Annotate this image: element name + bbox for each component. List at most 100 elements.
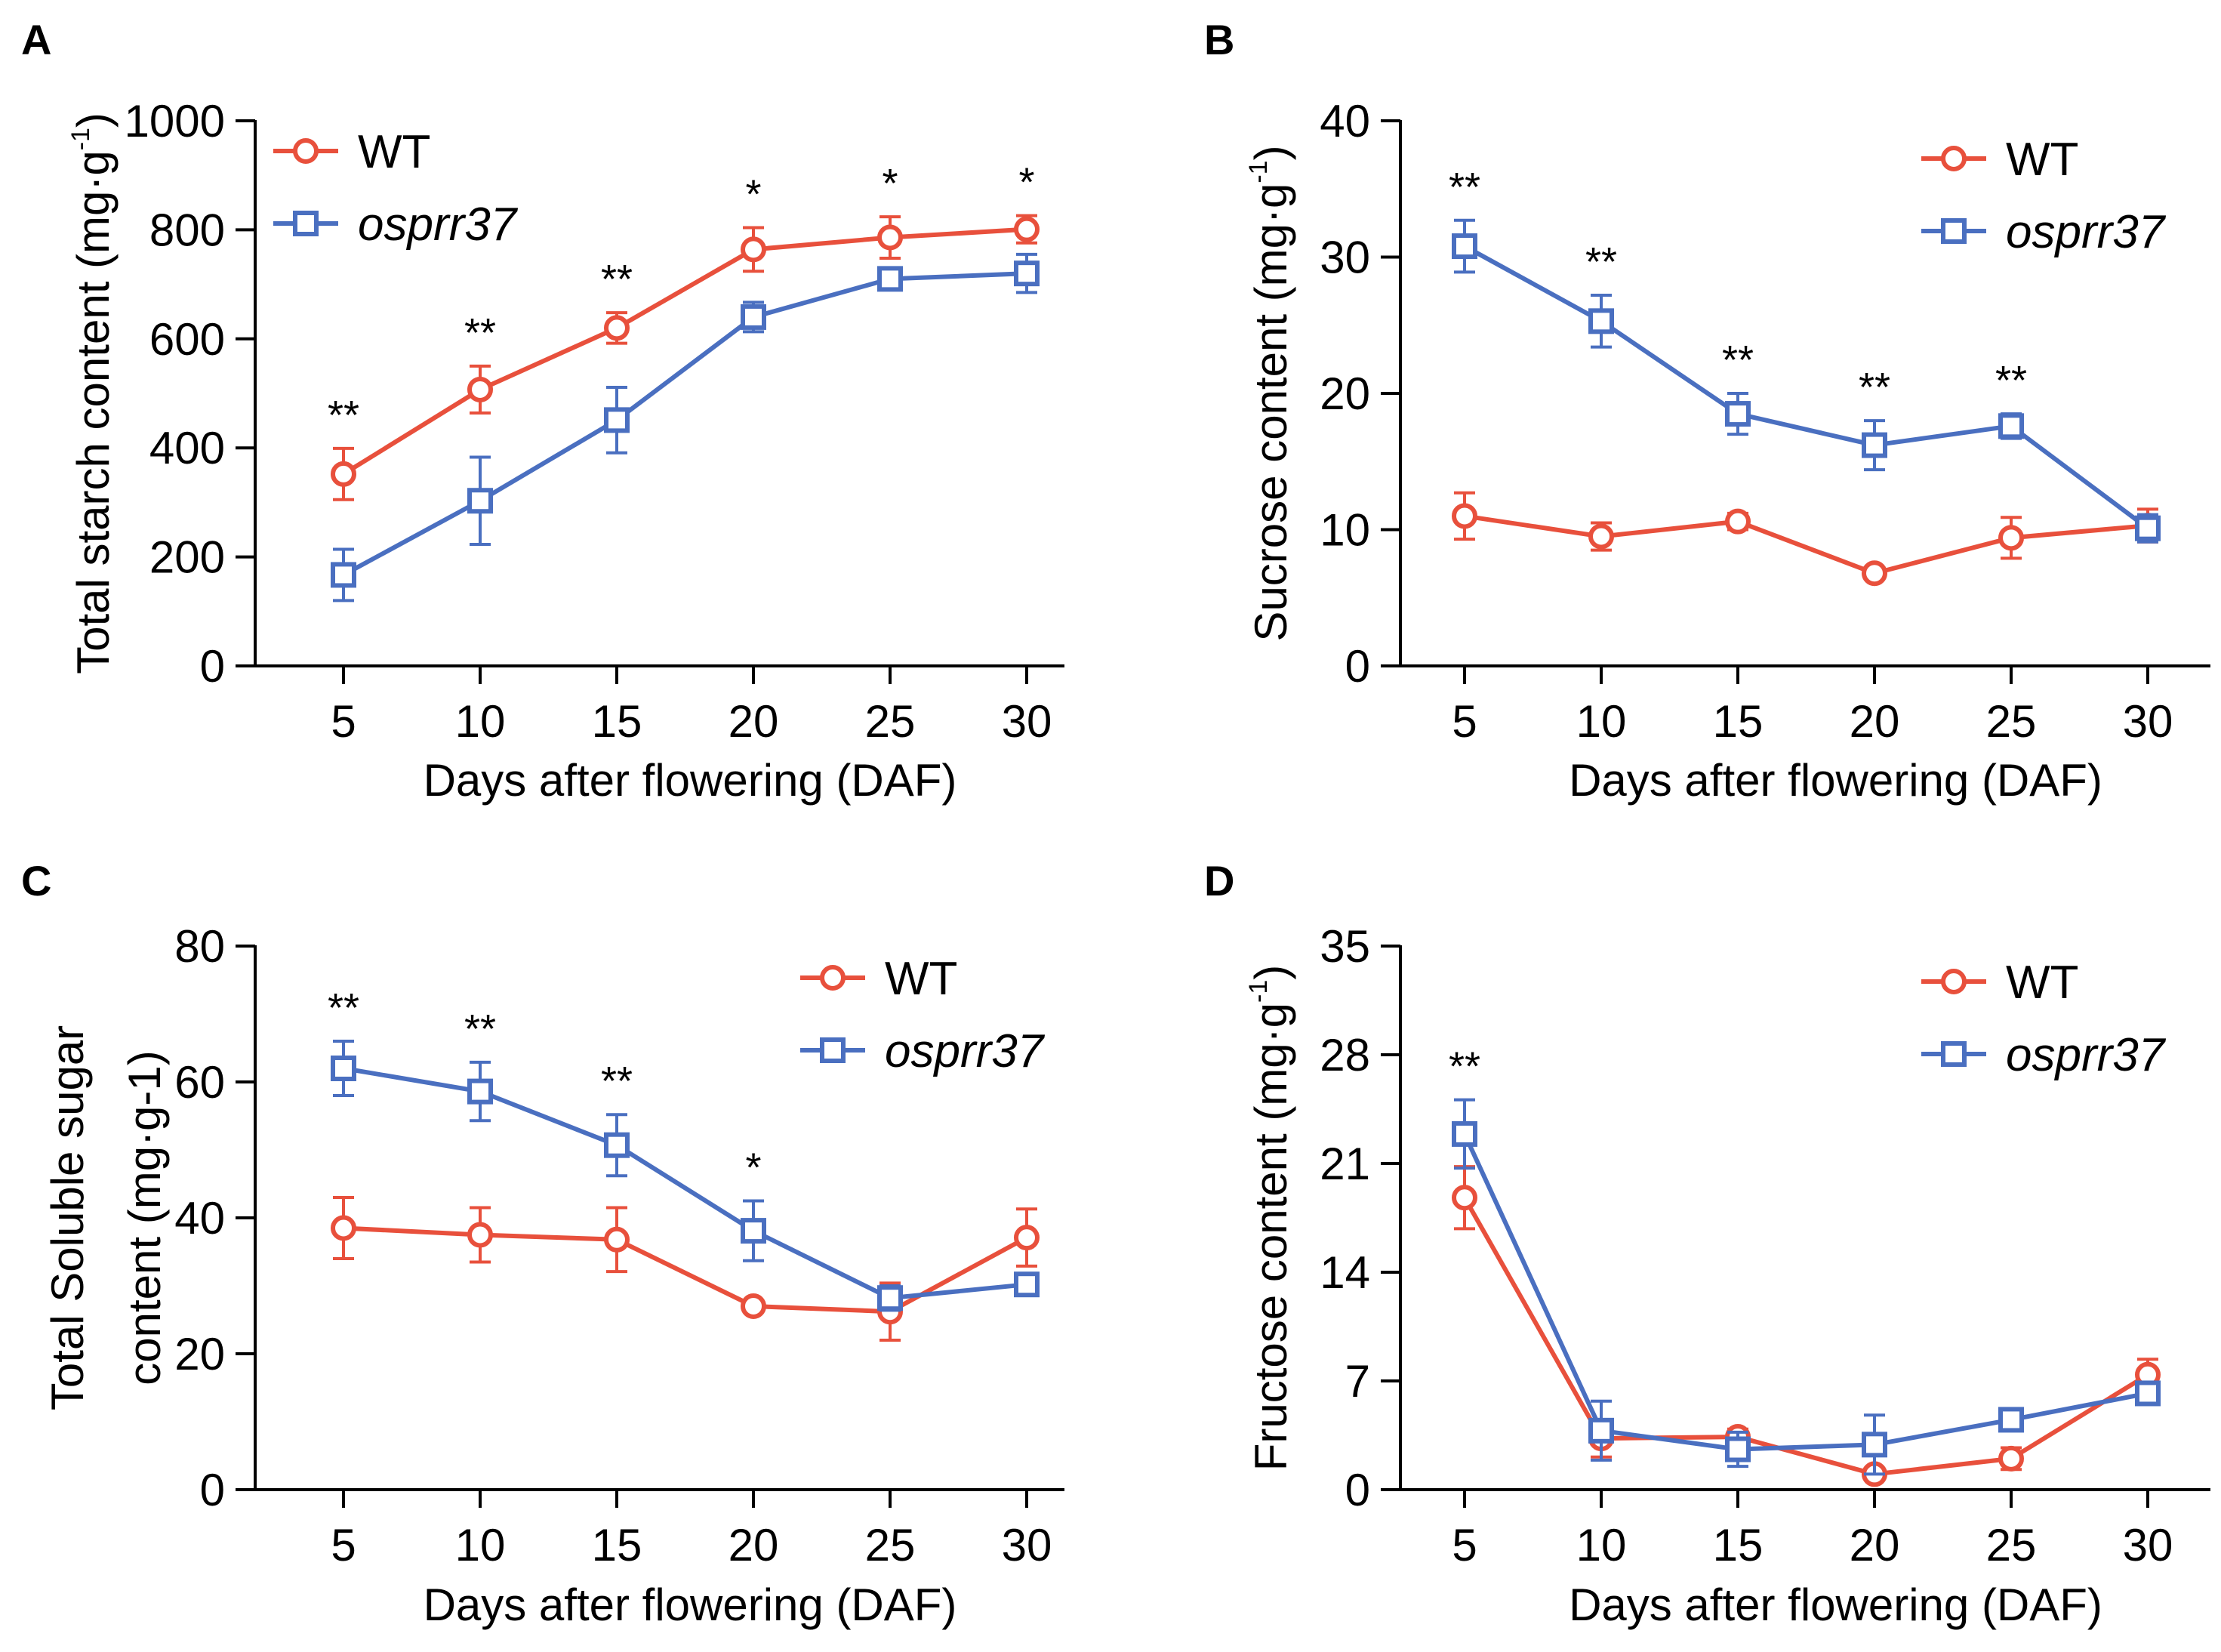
significance-mark: ** [328,985,359,1031]
data-point-wt [604,1226,630,1253]
y-tick-label: 0 [200,641,225,692]
series-osprr37 [331,252,1040,603]
data-point-wt [331,1215,356,1241]
data-point-wt [331,461,356,487]
y-tick-label: 0 [1345,641,1370,692]
series-wt [1452,491,2161,587]
data-point-osprr37 [877,266,903,292]
data-point-osprr37 [741,304,766,330]
x-tick-label: 20 [729,1520,779,1570]
x-tick-label: 25 [865,1520,916,1570]
legend-marker-osprr37 [1941,218,1967,244]
significance-mark: ** [328,393,359,438]
legend-label-wt: WT [2006,957,2078,1009]
y-tick-label: 200 [149,532,225,583]
series-line-wt [1462,1196,2149,1477]
legend-label-wt: WT [358,126,430,178]
data-point-osprr37 [467,488,493,514]
data-point-wt [877,224,903,251]
data-point-osprr37 [1862,432,1887,458]
series-osprr37 [331,1040,1040,1312]
x-axis-title: Days after flowering (DAF) [1569,755,2102,806]
data-point-wt [467,1222,493,1248]
series-wt [331,1196,1040,1342]
panel-a: A 0 200 400 600 800 1000 5 10 15 20 25 30 Days after … [21,16,1064,806]
y-axis-title-main: Sucrose content (mg·g [1246,183,1296,642]
legend: WT osprr37 [800,953,1046,1077]
significance-mark: ** [1585,239,1617,285]
panel-d: D 0 7 14 21 28 35 5 10 15 20 25 30 Days after floweri… [1204,857,2210,1630]
data-point-wt [741,1293,766,1319]
significance-mark: ** [1722,337,1754,383]
data-point-osprr37 [604,407,630,433]
y-axis-title: Sucrose content (mg·g-1) [1244,145,1296,641]
series-osprr37 [1452,1098,2161,1476]
significance-mark: * [745,1145,761,1191]
significance-mark: ** [464,1006,496,1052]
data-point-wt [1725,508,1751,535]
y-tick-label: 7 [1345,1356,1370,1407]
data-point-osprr37 [2135,1380,2161,1407]
panel-letter: A [21,16,51,63]
y-tick-label: 20 [174,1329,225,1379]
x-tick-label: 15 [592,1520,642,1570]
series-line-wt [342,227,1027,476]
x-tick-label: 30 [2123,696,2173,747]
data-point-wt [1998,525,2024,551]
significance-mark: * [882,161,898,206]
data-point-osprr37 [1588,1417,1614,1444]
legend-marker-wt [1941,969,1967,994]
y-tick-label: 35 [1320,921,1370,972]
y-axis-title-sup: -1 [66,128,95,150]
data-point-osprr37 [331,562,356,588]
y-tick-label: 600 [149,314,225,365]
legend-marker-osprr37 [293,211,319,236]
x-tick-label: 25 [865,696,916,747]
legend: WT osprr37 [1921,134,2167,258]
data-point-wt [1452,503,1477,529]
data-point-wt [1588,523,1614,550]
x-tick-label: 20 [1850,1520,1900,1570]
series-line-osprr37 [1462,1133,2149,1452]
legend-label-osprr37: osprr37 [885,1025,1046,1077]
y-tick-label: 80 [174,921,225,972]
y-tick-label: 0 [1345,1465,1370,1515]
significance-mark: * [1018,160,1034,205]
series-line-wt [1464,513,2149,576]
y-tick-label: 60 [174,1057,225,1108]
x-tick-label: 15 [592,696,642,747]
legend-label-wt: WT [2006,134,2078,186]
data-point-osprr37 [331,1056,356,1081]
data-point-wt [1014,1225,1040,1251]
data-point-wt [604,315,630,341]
data-point-wt [741,236,766,263]
legend-marker-osprr37 [820,1037,846,1063]
data-point-osprr37 [2135,515,2161,541]
data-point-wt [1452,1185,1477,1211]
y-axis-title: Total starch content (mg·g-1) [66,112,119,674]
y-axis-title-tail: ) [1246,145,1296,160]
series-line-osprr37 [343,1066,1027,1301]
legend-marker-wt [1941,146,1967,171]
series-line-osprr37 [1463,244,2149,531]
legend-marker-wt [293,138,319,164]
legend-label-osprr37: osprr37 [2006,206,2167,258]
x-axis-title: Days after flowering (DAF) [424,755,957,806]
series-line-wt [343,1225,1028,1315]
panel-c: C 0 20 40 60 80 5 10 15 20 25 30 Days after flowerin… [21,857,1064,1630]
y-axis-title: Fructose content (mg·g-1) [1244,965,1296,1471]
y-axis-title-line1: Total Soluble sugar [42,1025,93,1410]
y-axis-title-main: Fructose content (mg·g [1246,1003,1296,1471]
x-tick-label: 30 [2123,1520,2173,1570]
y-axis-title-sup: -1 [1244,980,1273,1003]
y-tick-label: 14 [1320,1247,1370,1298]
x-tick-label: 25 [1986,696,2037,747]
panel-letter: D [1204,857,1234,905]
significance-mark: ** [601,1059,633,1104]
x-tick-label: 10 [1576,696,1627,747]
x-tick-label: 5 [331,1520,356,1570]
data-point-osprr37 [1014,1271,1040,1298]
legend: WT osprr37 [1921,957,2167,1081]
y-axis-title-sup: -1 [1244,160,1273,183]
